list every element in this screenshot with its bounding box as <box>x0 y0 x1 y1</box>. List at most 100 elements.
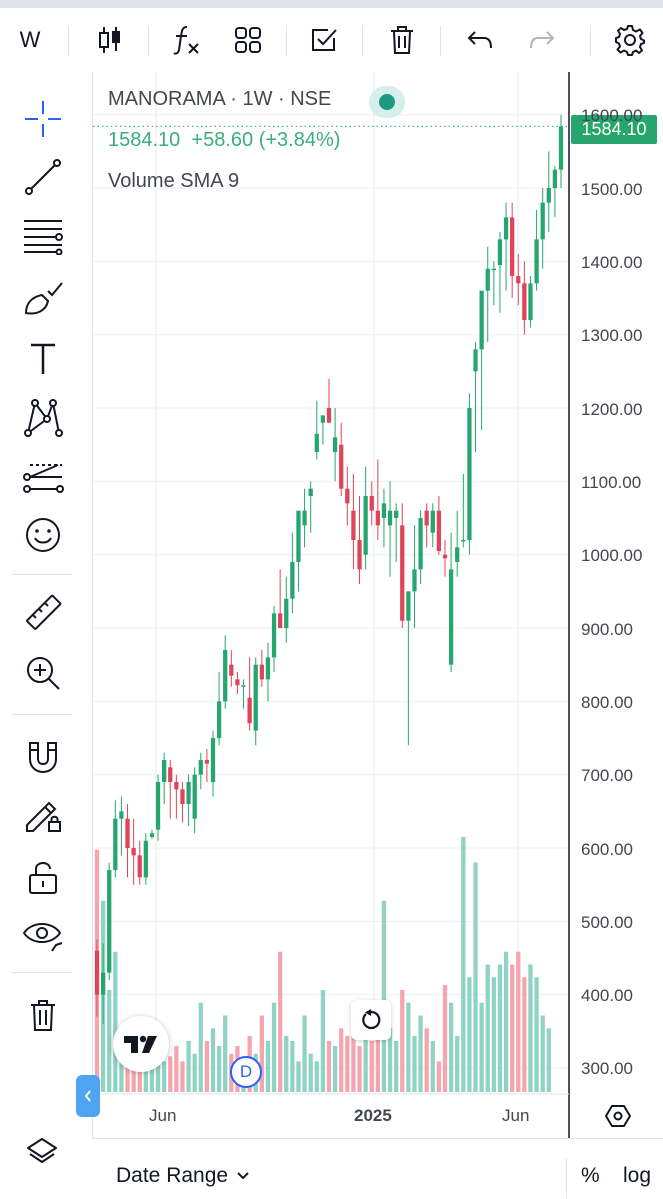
magnet-icon <box>29 742 57 774</box>
collapse-toolbar-button[interactable] <box>76 1075 100 1117</box>
fib-tool[interactable] <box>20 212 66 258</box>
volume-bar <box>216 1046 222 1092</box>
volume-bar <box>290 1041 295 1092</box>
price-chart[interactable] <box>93 72 663 1139</box>
crosshair-tool[interactable] <box>20 96 66 142</box>
volume-bar <box>436 1061 442 1092</box>
candle-body <box>198 760 203 775</box>
zoom-tool[interactable] <box>20 650 66 696</box>
candle-body <box>528 283 533 321</box>
trend-line-tool[interactable] <box>20 154 66 200</box>
pattern-icon <box>24 399 63 437</box>
remove-drawings-button[interactable] <box>380 18 424 62</box>
patterns-tool[interactable] <box>20 394 66 440</box>
candle-body <box>467 408 472 541</box>
percent-scale-button[interactable]: % <box>581 1164 600 1187</box>
hide-drawings-tool[interactable] <box>20 914 66 960</box>
candle-body <box>436 510 442 552</box>
reset-icon <box>362 1009 381 1030</box>
tradingview-logo-icon <box>124 1035 157 1053</box>
volume-bar <box>497 964 503 1092</box>
y-tick-label: 1500.00 <box>581 180 643 199</box>
y-tick-label: 1300.00 <box>581 326 643 345</box>
undo-button[interactable] <box>458 18 502 62</box>
legend-change-value: +58.60 (+3.84%) <box>191 129 341 151</box>
tradingview-logo[interactable] <box>113 1016 169 1072</box>
date-range-button[interactable]: Date Range <box>116 1164 250 1188</box>
candle-body <box>387 510 393 526</box>
volume-bar <box>467 977 472 1092</box>
candle-body <box>284 598 289 629</box>
tool-divider <box>12 574 72 575</box>
candle-body <box>540 202 545 240</box>
tool-divider <box>12 972 72 973</box>
settings-button[interactable] <box>608 18 652 62</box>
volume-bar <box>491 977 496 1092</box>
lock-drawings-tool[interactable] <box>20 792 66 838</box>
remove-objects-tool[interactable] <box>20 992 66 1038</box>
volume-bar <box>546 1028 551 1092</box>
volume-bar <box>320 990 326 1092</box>
bottom-divider <box>93 1138 663 1139</box>
candle-body <box>253 664 258 731</box>
chart-border <box>92 72 93 1139</box>
volume-bar <box>479 1002 484 1092</box>
log-scale-button[interactable]: log <box>623 1164 652 1187</box>
volume-bar <box>162 1061 167 1092</box>
y-tick-label: 900.00 <box>581 620 633 639</box>
chevron-left-icon <box>84 1090 91 1102</box>
text-tool[interactable] <box>20 336 66 382</box>
axis-settings-button[interactable] <box>601 1099 635 1133</box>
candle-body <box>229 664 234 676</box>
symbol-legend[interactable]: MANORAMA · 1W · NSE <box>108 88 332 110</box>
interval-selector[interactable]: W <box>10 18 50 62</box>
dividend-marker[interactable]: D <box>230 1056 262 1088</box>
magnet-mode-tool[interactable] <box>20 734 66 780</box>
status-dot <box>379 94 395 110</box>
candle-body <box>522 283 527 321</box>
volume-bar <box>192 1053 197 1092</box>
measure-tool[interactable] <box>20 590 66 636</box>
chart-type-button[interactable] <box>88 18 132 62</box>
select-button[interactable] <box>302 18 346 62</box>
settings-gear-icon <box>615 25 645 56</box>
candle-body <box>455 547 460 563</box>
y-tick-label: 700.00 <box>581 766 633 785</box>
redo-icon <box>530 31 555 49</box>
volume-indicator-legend[interactable]: Volume SMA 9 <box>108 170 240 192</box>
lock-all-tool[interactable] <box>20 854 66 900</box>
volume-bar <box>418 1015 423 1092</box>
volume-bar <box>345 1035 350 1092</box>
volume-bar <box>485 964 490 1092</box>
candle-body <box>186 782 191 805</box>
candle-body <box>265 657 271 680</box>
chart-canvas[interactable] <box>93 72 663 1139</box>
emoji-tool[interactable] <box>20 512 66 558</box>
candle-body <box>174 782 179 790</box>
market-status-indicator[interactable] <box>369 86 405 118</box>
candle-body <box>485 268 490 291</box>
candle-body <box>381 503 387 519</box>
layouts-button[interactable] <box>226 18 270 62</box>
indicators-button[interactable] <box>164 18 208 62</box>
prediction-tool[interactable] <box>20 454 66 500</box>
y-tick-label: 1000.00 <box>581 546 643 565</box>
layers-button[interactable] <box>22 1132 62 1172</box>
redo-button[interactable] <box>520 18 564 62</box>
candle-body <box>345 488 350 504</box>
candle-body <box>503 217 509 240</box>
brush-tool[interactable] <box>20 276 66 322</box>
toolbar-divider <box>68 26 69 56</box>
candle-body <box>113 818 118 871</box>
volume-bar <box>528 964 533 1092</box>
candle-body <box>155 782 161 830</box>
candle-body <box>473 349 478 372</box>
candle-body <box>271 613 277 658</box>
volume-bar <box>406 1002 411 1092</box>
candle-body <box>412 569 417 592</box>
candle-body <box>94 950 100 995</box>
volume-bar <box>430 1041 435 1092</box>
reset-chart-button[interactable] <box>351 1000 391 1040</box>
crosshair-icon <box>25 101 61 137</box>
volume-bar <box>540 1015 545 1092</box>
